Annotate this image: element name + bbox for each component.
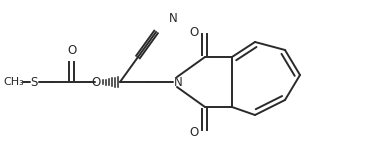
Text: O: O — [189, 125, 199, 138]
Text: CH₃: CH₃ — [4, 77, 25, 87]
Text: O: O — [92, 76, 100, 88]
Text: N: N — [174, 76, 182, 88]
Text: O: O — [189, 26, 199, 39]
Text: N: N — [169, 11, 177, 24]
Text: O: O — [67, 45, 77, 58]
Text: S: S — [30, 76, 38, 88]
